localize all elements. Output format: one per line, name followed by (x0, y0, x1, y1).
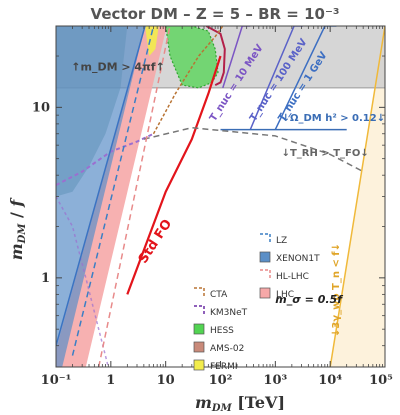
x-tick-label: 10 (157, 373, 175, 388)
region-xenon1t (56, 26, 145, 367)
x-tick-label: 10³ (263, 373, 287, 388)
annotation-reheating: ↓T_RH > T_FO↓ (282, 148, 369, 159)
legend-xenon1t-swatch (259, 251, 271, 263)
line-lz (71, 26, 155, 356)
legend-lhc-label: LHC (276, 290, 294, 300)
legend-lz-label: LZ (276, 236, 287, 246)
legend-hl-lhc-label: HL-LHC (276, 272, 309, 282)
legend-cta-label: CTA (210, 290, 228, 300)
y-tick-label: 10 (32, 100, 50, 115)
annotation-msigma: m_σ = 0.5f (275, 293, 343, 306)
legend-hess-label: HESS (210, 326, 234, 336)
chart-title: Vector DM – Z = 5 – BR = 10⁻³ (91, 5, 340, 23)
axes: 10⁻¹ 1 10 10² 10³ 10⁴ 10⁵ 1 10 (32, 25, 393, 388)
x-tick-label: 10² (209, 373, 233, 388)
legend-xenon1t-label: XENON1T (276, 254, 320, 264)
annotation-percolation: ↓3γ_wp T_n < f↓ (331, 243, 342, 337)
legend-hess-swatch (193, 323, 205, 335)
line-tnuc-10mev (222, 26, 251, 89)
legend-fermi-swatch (193, 359, 205, 371)
cta-curve (152, 26, 224, 135)
x-tick-label: 10⁴ (318, 373, 342, 388)
line-xenon1t (56, 26, 146, 346)
legend-lhc-swatch (259, 287, 271, 299)
annotation-perturbativity: ↑m_DM > 4πf↑ (71, 60, 165, 73)
y-axis-label: mDM / f (7, 197, 28, 261)
region-hess (165, 26, 218, 88)
annotation-relic: ↓Ω_DM h² > 0.12↓ (282, 113, 386, 124)
line-std-fo (126, 55, 222, 295)
legend-km3net-label: KM3NeT (210, 308, 248, 318)
legend-ams-02-label: AMS-02 (210, 344, 244, 354)
x-tick-label: 10⁻¹ (41, 373, 72, 388)
x-axis-label: mDM [TeV] (195, 393, 285, 414)
line-hl-lhc (97, 26, 171, 367)
line-percolation (329, 26, 385, 367)
line-reheating (143, 126, 364, 173)
x-tick-label: 10⁵ (369, 373, 393, 388)
line-tnuc-1gev (274, 26, 337, 130)
legend: CTA KM3NeT HESS AMS-02 FERMI LZ XENON1T HL-LHC L… (193, 233, 320, 372)
region-fermi (145, 26, 159, 56)
legend-cta-swatch (194, 287, 205, 298)
x-tick-label: 1 (106, 373, 115, 388)
legend-fermi-label: FERMI (210, 362, 238, 372)
legend-lz-swatch (260, 233, 271, 244)
y-tick-label: 1 (41, 271, 50, 286)
legend-hl-lhc-swatch (260, 269, 271, 280)
legend-km3net-swatch (194, 305, 205, 316)
line-tnuc-100mev (249, 26, 303, 130)
plot-area (56, 26, 385, 367)
legend-ams-02-swatch (193, 341, 205, 353)
